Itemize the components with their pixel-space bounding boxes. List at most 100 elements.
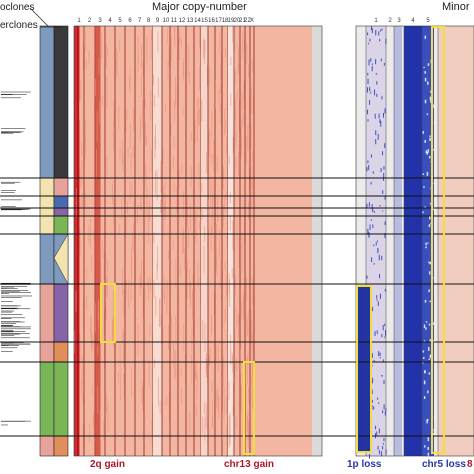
major-stripe [170, 123, 172, 136]
major-stripe [251, 86, 253, 115]
highlight-chr13-gain [243, 361, 255, 455]
minor-chr5-speck [424, 140, 427, 143]
minor-loss-tick [374, 89, 376, 96]
minor-chr5-speck [428, 347, 430, 351]
major-stripe [187, 45, 189, 76]
major-stripe [253, 341, 254, 355]
major-stripe [182, 190, 184, 219]
minor-chr5-speck [428, 155, 431, 159]
major-stripe [251, 361, 253, 385]
major-stripe [123, 330, 124, 362]
major-stripe [253, 97, 254, 114]
major-stripe [246, 415, 248, 432]
major-stripe [247, 124, 249, 150]
major-stripe [234, 251, 236, 274]
major-stripe [162, 187, 164, 197]
major-stripe [76, 187, 78, 218]
major-stripe [248, 64, 249, 78]
major-stripe [226, 190, 228, 200]
major-stripe [119, 145, 121, 160]
minor-loss-tick [370, 154, 372, 158]
minor-loss-tick [370, 91, 372, 94]
major-stripe [219, 260, 221, 290]
major-stripe [209, 67, 211, 86]
annotation-1p-loss: 1p loss [347, 459, 382, 470]
major-stripe [164, 181, 166, 190]
major-stripe [92, 415, 94, 428]
major-stripe [162, 147, 164, 165]
major-stripe [141, 258, 142, 290]
major-stripe [191, 131, 192, 142]
major-stripe [226, 231, 228, 247]
major-stripe [195, 360, 197, 379]
major-stripe [215, 345, 217, 363]
minor-loss-tick [366, 203, 368, 209]
major-stripe [199, 26, 200, 47]
major-stripe [129, 123, 131, 149]
major-stripe [170, 35, 172, 62]
minor-loss-tick [376, 295, 378, 299]
minor-chr5-speck [429, 215, 431, 220]
major-stripe [242, 32, 243, 59]
major-stripe [201, 209, 203, 220]
major-stripe [232, 354, 234, 373]
major-stripe [153, 232, 155, 244]
major-stripe [152, 404, 153, 424]
major-stripe [82, 40, 84, 71]
major-stripe [97, 345, 99, 356]
major-stripe [211, 110, 213, 137]
subclone-segment [53, 341, 69, 363]
minor-loss-tick [369, 100, 371, 105]
minor-loss-tick [377, 445, 379, 450]
major-stripe [240, 270, 242, 285]
major-stripe [147, 277, 149, 287]
minor-chr5-speck [427, 63, 430, 66]
minor-chr5-speck [426, 419, 428, 424]
major-stripe [206, 152, 207, 173]
major-stripe [112, 319, 113, 342]
minor-loss-tick [375, 242, 377, 246]
major-stripe [241, 232, 243, 248]
major-stripe [231, 268, 233, 279]
major-stripe [178, 169, 180, 189]
minor-loss-tick [384, 330, 386, 336]
major-stripe [188, 71, 190, 84]
minor-chr5-speck [428, 224, 431, 228]
minor-loss-tick [378, 449, 380, 455]
major-stripe [180, 368, 182, 377]
major-stripe [145, 134, 147, 147]
major-stripe [84, 29, 86, 53]
major-stripe [235, 107, 237, 121]
major-stripe [91, 335, 93, 354]
minor-chr5-speck [428, 358, 431, 361]
major-stripe [199, 65, 200, 90]
major-stripe [178, 360, 180, 390]
major-stripe [141, 74, 142, 98]
minor-chr5-speck [422, 362, 424, 364]
minor-loss-tick [371, 28, 373, 34]
minor-loss-tick [375, 30, 377, 36]
major-stripe [251, 373, 253, 386]
major-stripe [230, 93, 232, 107]
major-stripe [228, 415, 230, 448]
minor-loss-tick [384, 410, 386, 416]
minor-chr5-speck [428, 261, 430, 264]
minor-chr5-speck [425, 327, 427, 330]
major-stripe [185, 353, 186, 385]
major-stripe [236, 358, 238, 372]
minor-chr5-speck [432, 104, 434, 108]
major-stripe [232, 137, 234, 154]
major-stripe [222, 412, 223, 440]
major-stripe [132, 144, 134, 160]
major-stripe [142, 385, 144, 411]
major-stripe [89, 423, 90, 442]
major-stripe [238, 314, 239, 338]
minor-chr5-speck [423, 186, 425, 188]
minor-chr5-speck [429, 300, 431, 303]
major-chromosome-label: 7 [138, 18, 142, 24]
major-stripe [96, 149, 97, 180]
minor-loss-tick [379, 274, 381, 279]
major-stripe [165, 192, 166, 221]
minor-chr5-speck [432, 207, 434, 211]
minor-chr5-speck [424, 99, 427, 104]
